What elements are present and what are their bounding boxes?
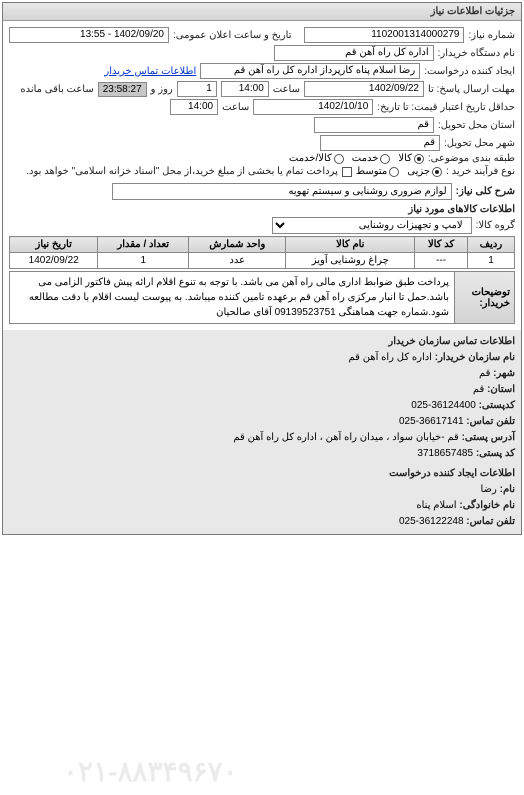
goods-section-title: اطلاعات کالاهای مورد نیاز bbox=[9, 204, 515, 215]
category-opt-1[interactable]: خدمت bbox=[352, 153, 391, 164]
org-phone: 36617141-025 bbox=[399, 416, 464, 427]
creator-label: ایجاد کننده درخواست: bbox=[424, 66, 515, 77]
announce-field: 1402/09/20 - 13:55 bbox=[9, 27, 169, 43]
buyer-description-block: توضیحات خریدار: پرداخت طبق ضوابط اداری م… bbox=[9, 271, 515, 324]
org-phone-label: تلفن تماس: bbox=[466, 416, 515, 427]
province-label: استان محل تحویل: bbox=[438, 120, 515, 131]
device-field: اداره کل راه آهن قم bbox=[274, 45, 434, 61]
treasury-checkbox[interactable] bbox=[342, 167, 352, 177]
col-5: تاریخ نیاز bbox=[10, 237, 98, 253]
radio-icon bbox=[334, 154, 344, 164]
goods-group-select[interactable]: لامپ و تجهیزات روشنایی bbox=[272, 217, 472, 234]
buyer-desc-text: پرداخت طبق ضوابط اداری مالی راه آهن می ب… bbox=[10, 272, 454, 323]
panel-title: جزئیات اطلاعات نیاز bbox=[3, 3, 521, 21]
cell: عدد bbox=[189, 253, 286, 269]
category-opt-1-label: خدمت bbox=[352, 153, 379, 164]
org-info-block: ۰۲۱-۸۸۳۴۹۶۷۰ اطلاعات تماس سازمان خریدار … bbox=[3, 330, 521, 534]
org-postbox-label: کد پستی: bbox=[476, 448, 515, 459]
treasury-label: پرداخت تمام یا بخشی از مبلغ خرید،از محل … bbox=[26, 166, 338, 177]
cell: 1402/09/22 bbox=[10, 253, 98, 269]
general-title-label: شرح کلی نیاز: bbox=[456, 186, 515, 197]
cell: --- bbox=[415, 253, 468, 269]
req-number-label: شماره نیاز: bbox=[468, 30, 515, 41]
general-title-field: لوازم ضروری روشنایی و سیستم تهویه bbox=[112, 183, 452, 200]
col-3: واحد شمارش bbox=[189, 237, 286, 253]
creator-field: رضا اسلام پناه کارپرداز اداره کل راه آهن… bbox=[200, 63, 420, 79]
creator-header: اطلاعات ایجاد کننده درخواست bbox=[9, 466, 515, 482]
creator-phone: 36122248-025 bbox=[399, 516, 464, 527]
validity-date: 1402/10/10 bbox=[253, 99, 373, 115]
creator-name-label: نام: bbox=[500, 484, 515, 495]
goods-table: ردیف کد کالا نام کالا واحد شمارش تعداد /… bbox=[9, 236, 515, 269]
category-radio-group: کالا خدمت کالا/خدمت bbox=[289, 153, 424, 164]
form-body: شماره نیاز: 1102001314000279 تاریخ و ساع… bbox=[3, 21, 521, 330]
device-label: نام دستگاه خریدار: bbox=[438, 48, 515, 59]
city-field: قم bbox=[320, 135, 440, 151]
cell: 1 bbox=[98, 253, 189, 269]
org-header: اطلاعات تماس سازمان خریدار bbox=[9, 334, 515, 350]
org-city-label: شهر: bbox=[493, 368, 515, 379]
process-opt-0[interactable]: جزیی bbox=[407, 166, 442, 177]
creator-name: رضا bbox=[480, 484, 496, 495]
remain-suffix: ساعت باقی مانده bbox=[20, 84, 93, 95]
org-postal: 36124400-025 bbox=[411, 400, 476, 411]
process-radio-group: جزیی متوسط bbox=[356, 166, 442, 177]
remain-days-label: روز و bbox=[151, 84, 173, 95]
radio-icon bbox=[414, 154, 424, 164]
details-panel: جزئیات اطلاعات نیاز شماره نیاز: 11020013… bbox=[2, 2, 522, 535]
table-row: 1 --- چراغ روشنایی آویز عدد 1 1402/09/22 bbox=[10, 253, 515, 269]
deadline-date: 1402/09/22 bbox=[304, 81, 424, 97]
org-address: قم -خیابان سواد ، میدان راه آهن ، اداره … bbox=[233, 432, 458, 443]
org-province: قم bbox=[473, 384, 484, 395]
deadline-time: 14:00 bbox=[221, 81, 269, 97]
cell: چراغ روشنایی آویز bbox=[286, 253, 415, 269]
radio-icon bbox=[432, 167, 442, 177]
time-label-1: ساعت bbox=[273, 84, 300, 95]
remain-days: 1 bbox=[177, 81, 217, 97]
announce-label: تاریخ و ساعت اعلان عمومی: bbox=[173, 30, 292, 41]
creator-family-label: نام خانوادگی: bbox=[459, 500, 515, 511]
process-opt-1[interactable]: متوسط bbox=[356, 166, 399, 177]
radio-icon bbox=[389, 167, 399, 177]
org-postal-label: کدپستی: bbox=[479, 400, 515, 411]
watermark: ۰۲۱-۸۸۳۴۹۶۷۰ bbox=[63, 750, 238, 795]
creator-family: اسلام پناه bbox=[416, 500, 456, 511]
org-postbox: 3718657485 bbox=[417, 448, 473, 459]
org-city: قم bbox=[479, 368, 490, 379]
deadline-label: مهلت ارسال پاسخ: تا bbox=[428, 84, 515, 95]
req-number-field: 1102001314000279 bbox=[304, 27, 464, 43]
creator-phone-label: تلفن تماس: bbox=[466, 516, 515, 527]
org-address-label: آدرس پستی: bbox=[462, 432, 515, 443]
validity-time: 14:00 bbox=[170, 99, 218, 115]
cell: 1 bbox=[468, 253, 515, 269]
category-opt-2-label: کالا/خدمت bbox=[289, 153, 332, 164]
process-opt-1-label: متوسط bbox=[356, 166, 387, 177]
city-label: شهر محل تحویل: bbox=[444, 138, 515, 149]
org-province-label: استان: bbox=[487, 384, 515, 395]
contact-link[interactable]: اطلاعات تماس خریدار bbox=[104, 66, 196, 77]
table-header-row: ردیف کد کالا نام کالا واحد شمارش تعداد /… bbox=[10, 237, 515, 253]
time-label-2: ساعت bbox=[222, 102, 249, 113]
org-name-label: نام سازمان خریدار: bbox=[435, 352, 515, 363]
process-opt-0-label: جزیی bbox=[407, 166, 430, 177]
province-field: قم bbox=[314, 117, 434, 133]
validity-label: حداقل تاریخ اعتبار قیمت: تا تاریخ: bbox=[377, 102, 515, 113]
process-label: نوع فرآیند خرید : bbox=[446, 166, 515, 177]
col-4: تعداد / مقدار bbox=[98, 237, 189, 253]
buyer-desc-label: توضیحات خریدار: bbox=[454, 272, 514, 323]
category-opt-0[interactable]: کالا bbox=[398, 153, 424, 164]
category-opt-2[interactable]: کالا/خدمت bbox=[289, 153, 344, 164]
col-0: ردیف bbox=[468, 237, 515, 253]
col-2: نام کالا bbox=[286, 237, 415, 253]
goods-group-label: گروه کالا: bbox=[476, 220, 515, 231]
remain-timer: 23:58:27 bbox=[98, 82, 147, 97]
org-name: اداره کل راه آهن قم bbox=[348, 352, 431, 363]
col-1: کد کالا bbox=[415, 237, 468, 253]
category-opt-0-label: کالا bbox=[398, 153, 412, 164]
radio-icon bbox=[380, 154, 390, 164]
category-label: طبقه بندی موضوعی: bbox=[428, 153, 515, 164]
